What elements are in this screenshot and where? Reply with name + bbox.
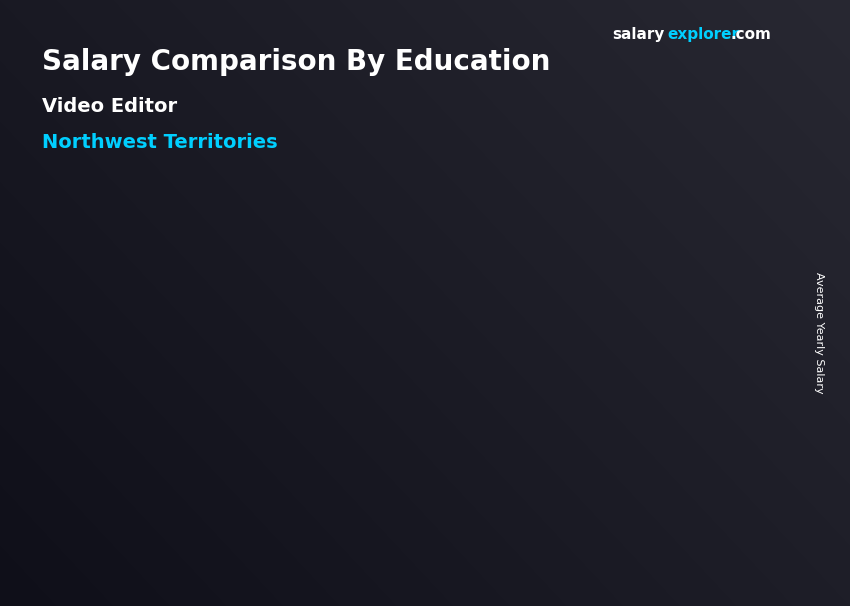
Text: Northwest Territories: Northwest Territories	[42, 133, 278, 152]
Text: +57%: +57%	[258, 311, 348, 339]
Text: .com: .com	[731, 27, 772, 42]
Bar	[680, 30, 699, 103]
Bar	[737, 30, 757, 103]
Text: 🍁: 🍁	[711, 56, 725, 77]
Text: 81,500 CAD: 81,500 CAD	[382, 353, 468, 368]
Bar	[176, 435, 191, 533]
Text: +68%: +68%	[480, 205, 570, 233]
Text: explorer: explorer	[667, 27, 740, 42]
Text: 137,000 CAD: 137,000 CAD	[600, 248, 696, 263]
Text: Video Editor: Video Editor	[42, 97, 178, 116]
Text: Average Yearly Salary: Average Yearly Salary	[814, 273, 824, 394]
Bar	[375, 378, 475, 533]
Text: 51,900 CAD: 51,900 CAD	[158, 410, 246, 425]
Text: Salary Comparison By Education: Salary Comparison By Education	[42, 48, 551, 76]
Bar	[151, 435, 252, 533]
Bar	[400, 378, 415, 533]
Bar	[598, 272, 699, 533]
Text: salary: salary	[612, 27, 665, 42]
Bar	[622, 272, 638, 533]
